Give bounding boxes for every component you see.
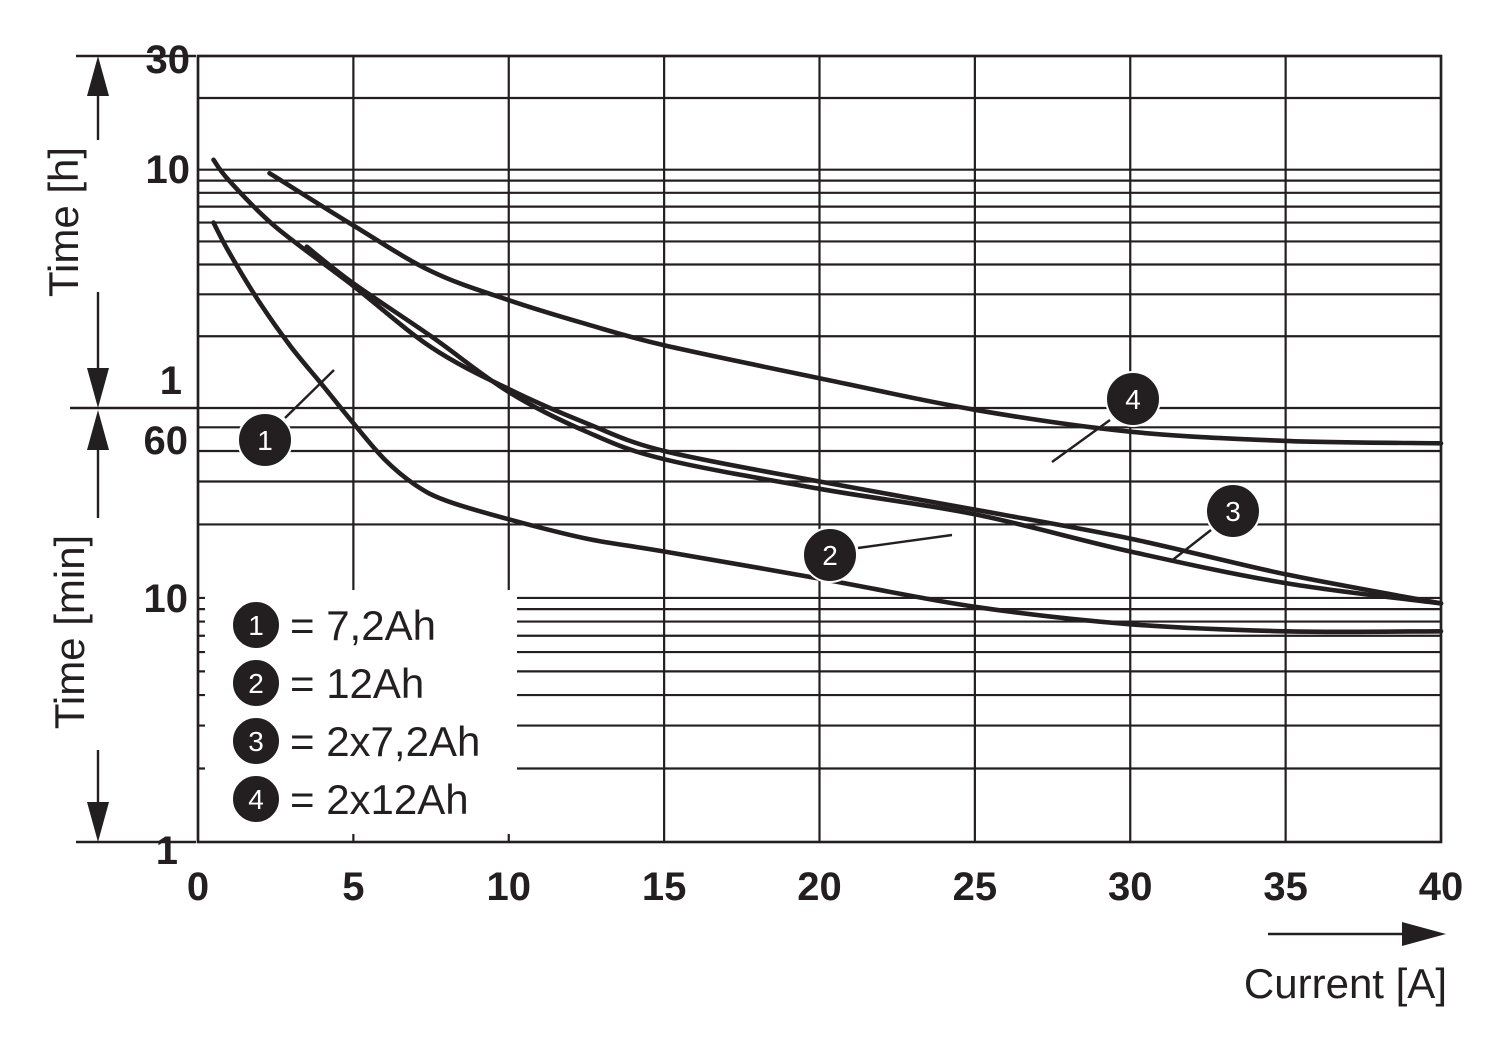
callout-badge-number: 3	[1225, 496, 1241, 527]
legend-badge-circle	[231, 774, 281, 824]
minutes-arrow-up-icon	[87, 410, 109, 450]
legend-badge-circle	[231, 716, 281, 766]
plot-frame	[196, 54, 1443, 844]
legend-entry-label: = 12Ah	[290, 660, 424, 707]
x-tick-label: 25	[953, 865, 998, 909]
x-tick-label: 5	[342, 865, 364, 909]
legend-entry-label: = 7,2Ah	[290, 602, 436, 649]
legend-badge-number: 4	[248, 784, 264, 815]
y-min-tick-1: 1	[156, 829, 178, 873]
legend: 1 = 7,2Ah 2 = 12Ah 3 = 2x7,2Ah 4 = 2x12Ah	[205, 590, 517, 834]
callout-badge-number: 4	[1125, 384, 1141, 415]
x-tick-label: 0	[187, 865, 209, 909]
x-tick-label: 40	[1419, 865, 1464, 909]
callout-badge-number: 1	[257, 425, 273, 456]
y-min-tick-10: 10	[144, 577, 189, 621]
y-axis-title-hours: Time [h]	[40, 147, 87, 297]
x-tick-label: 15	[642, 865, 687, 909]
callout-badge-circle	[802, 527, 858, 583]
legend-badge-number: 3	[248, 726, 264, 757]
y-hours-tick-10: 10	[146, 148, 191, 192]
callout-badge-circle	[237, 412, 293, 468]
x-axis-title: Current [A]	[1244, 960, 1447, 1007]
legend-badge-number: 2	[248, 668, 264, 699]
y-axis-title-minutes: Time [min]	[46, 535, 93, 729]
x-tick-label: 10	[487, 865, 532, 909]
curves: 1 2 3 4	[211, 157, 1444, 635]
legend-badge-circle	[231, 658, 281, 708]
curve-2x12ah	[267, 170, 1444, 446]
callout-leader-line	[1169, 529, 1212, 563]
curve-2x7-2ah	[211, 157, 1444, 606]
x-tick-label: 35	[1263, 865, 1308, 909]
legend-badge-number: 1	[248, 610, 264, 641]
legend-entry-label: = 2x7,2Ah	[290, 718, 480, 765]
legend-badge-circle	[231, 600, 281, 650]
y-hours-tick-30: 30	[146, 38, 191, 82]
callout-badge-circle	[1205, 483, 1261, 539]
hours-arrow-up-icon	[87, 56, 109, 96]
axes: 0 5 10 15 20 25 30 35 40 30 10 1 60 10 1…	[40, 38, 1463, 1007]
minutes-arrow-down-icon	[87, 802, 109, 842]
curve-7-2ah	[211, 220, 1444, 635]
x-axis-arrow-icon	[1402, 922, 1446, 946]
callout-badge-number: 2	[822, 540, 838, 571]
grid	[196, 54, 1443, 844]
legend-entry-label: = 2x12Ah	[290, 776, 469, 823]
x-tick-label: 20	[797, 865, 842, 909]
hours-arrow-down-icon	[87, 368, 109, 408]
callout-leader-line	[284, 369, 335, 419]
callout-leader-line	[1051, 419, 1111, 463]
y-min-tick-60: 60	[144, 419, 189, 463]
x-tick-label: 30	[1108, 865, 1153, 909]
curve-12ah	[304, 244, 1444, 606]
callout-leader-line	[857, 533, 953, 550]
y-hours-tick-1: 1	[160, 359, 182, 403]
callout-badge-circle	[1105, 371, 1161, 427]
